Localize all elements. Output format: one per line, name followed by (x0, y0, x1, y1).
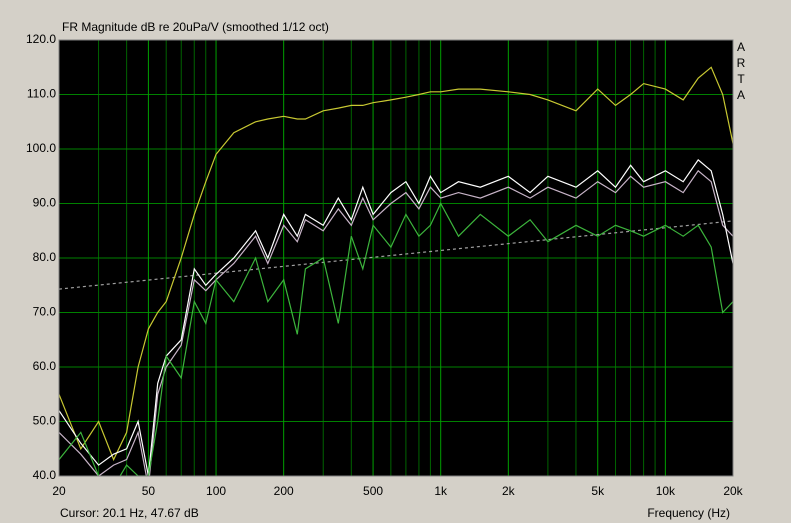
x-tick-label: 100 (206, 484, 226, 498)
y-tick-label: 90.0 (33, 196, 57, 210)
x-tick-label: 20k (723, 484, 743, 498)
y-tick-label: 60.0 (33, 359, 57, 373)
y-tick-label: 120.0 (26, 32, 56, 46)
reference-line (59, 220, 733, 290)
x-tick-label: 5k (591, 484, 605, 498)
y-tick-label: 40.0 (33, 468, 57, 482)
y-tick-label: 80.0 (33, 250, 57, 264)
series-line (59, 202, 733, 476)
side-label: R (737, 56, 746, 70)
x-tick-label: 20 (52, 484, 66, 498)
plot-lines (59, 66, 733, 476)
chart-title: FR Magnitude dB re 20uPa/V (smoothed 1/1… (62, 20, 329, 34)
x-tick-label: 1k (434, 484, 448, 498)
side-label: A (737, 40, 745, 54)
plot-frame (58, 39, 734, 477)
x-tick-label: 2k (502, 484, 516, 498)
side-label: A (737, 88, 745, 102)
y-tick-label: 70.0 (33, 305, 57, 319)
y-tick-label: 50.0 (33, 414, 57, 428)
series-line (59, 159, 733, 476)
y-tick-label: 110.0 (27, 87, 56, 101)
series-line (59, 66, 733, 462)
x-tick-label: 500 (363, 484, 383, 498)
y-tick-label: 100.0 (26, 141, 56, 155)
cursor-readout: Cursor: 20.1 Hz, 47.67 dB (60, 506, 199, 520)
x-tick-label: 10k (656, 484, 676, 498)
x-axis-label: Frequency (Hz) (647, 506, 730, 520)
side-label: T (737, 72, 745, 86)
x-tick-label: 50 (142, 484, 156, 498)
series-line (59, 169, 733, 476)
x-tick-label: 200 (274, 484, 294, 498)
